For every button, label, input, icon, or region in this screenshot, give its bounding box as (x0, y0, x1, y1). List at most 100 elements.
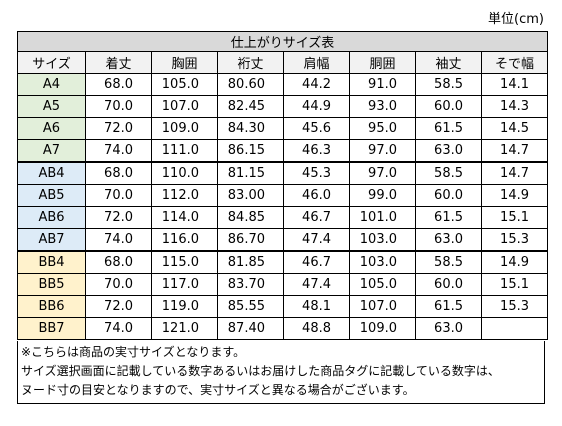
size-cell: BB5 (17, 273, 86, 296)
table-row: BB6 72.0 119.0 85.55 48.1 107.0 61.5 15.3 (17, 295, 548, 318)
value-cell (481, 317, 548, 340)
value-cell: 97.0 (349, 161, 416, 185)
header-length: 着丈 (85, 51, 152, 74)
value-cell: 70.0 (85, 184, 152, 207)
value-cell: 107.0 (349, 295, 416, 318)
table-row: AB4 68.0 110.0 81.15 45.3 97.0 58.5 14.7 (17, 161, 548, 185)
value-cell: 85.55 (217, 295, 284, 318)
value-cell: 97.0 (349, 139, 416, 163)
header-shoulder: 肩幅 (283, 51, 350, 74)
value-cell: 116.0 (151, 228, 218, 252)
table-row: AB6 72.0 114.0 84.85 46.7 101.0 61.5 15.1 (17, 206, 548, 229)
size-cell: AB6 (17, 206, 86, 229)
value-cell: 14.5 (481, 117, 548, 140)
value-cell: 45.3 (283, 161, 350, 185)
table-row: BB4 68.0 115.0 81.85 46.7 103.0 58.5 14.9 (17, 250, 548, 274)
table-row: A5 70.0 107.0 82.45 44.9 93.0 60.0 14.3 (17, 95, 548, 118)
value-cell: 44.9 (283, 95, 350, 118)
value-cell: 107.0 (151, 95, 218, 118)
value-cell: 109.0 (349, 317, 416, 340)
value-cell: 110.0 (151, 161, 218, 185)
table-body: A4 68.0 105.0 80.60 44.2 91.0 58.5 14.1 A5 70.0 10… (17, 73, 548, 340)
header-yuki: 裄丈 (217, 51, 284, 74)
value-cell: 61.5 (415, 206, 482, 229)
value-cell: 15.3 (481, 295, 548, 318)
value-cell: 105.0 (151, 73, 218, 96)
size-cell: A5 (17, 95, 86, 118)
size-cell: BB4 (17, 250, 86, 274)
header-sleeve-width: そで幅 (481, 51, 548, 74)
value-cell: 109.0 (151, 117, 218, 140)
value-cell: 81.15 (217, 161, 284, 185)
table-row: A4 68.0 105.0 80.60 44.2 91.0 58.5 14.1 (17, 73, 548, 96)
value-cell: 115.0 (151, 250, 218, 274)
value-cell: 46.0 (283, 184, 350, 207)
value-cell: 14.7 (481, 139, 548, 163)
value-cell: 91.0 (349, 73, 416, 96)
table-row: A7 74.0 111.0 86.15 46.3 97.0 63.0 14.7 (17, 139, 548, 163)
table-row: AB7 74.0 116.0 86.70 47.4 103.0 63.0 15.3 (17, 228, 548, 252)
value-cell: 68.0 (85, 161, 152, 185)
value-cell: 70.0 (85, 273, 152, 296)
value-cell: 60.0 (415, 184, 482, 207)
value-cell: 47.4 (283, 273, 350, 296)
value-cell: 61.5 (415, 117, 482, 140)
table-row: AB5 70.0 112.0 83.00 46.0 99.0 60.0 14.9 (17, 184, 548, 207)
table-row: A6 72.0 109.0 84.30 45.6 95.0 61.5 14.5 (17, 117, 548, 140)
value-cell: 47.4 (283, 228, 350, 252)
size-cell: AB5 (17, 184, 86, 207)
value-cell: 46.7 (283, 250, 350, 274)
value-cell: 14.9 (481, 184, 548, 207)
table-row: BB5 70.0 117.0 83.70 47.4 105.0 60.0 15.1 (17, 273, 548, 296)
value-cell: 48.1 (283, 295, 350, 318)
value-cell: 74.0 (85, 228, 152, 252)
value-cell: 48.8 (283, 317, 350, 340)
table-title: 仕上がりサイズ表 (17, 31, 548, 52)
value-cell: 46.7 (283, 206, 350, 229)
value-cell: 119.0 (151, 295, 218, 318)
value-cell: 117.0 (151, 273, 218, 296)
value-cell: 14.3 (481, 95, 548, 118)
value-cell: 14.1 (481, 73, 548, 96)
value-cell: 81.85 (217, 250, 284, 274)
size-cell: A4 (17, 73, 86, 96)
value-cell: 45.6 (283, 117, 350, 140)
value-cell: 44.2 (283, 73, 350, 96)
value-cell: 95.0 (349, 117, 416, 140)
note-line: ヌード寸の目安となりますので、実寸サイズと異なる場合がございます。 (21, 383, 415, 397)
value-cell: 15.1 (481, 273, 548, 296)
value-cell: 86.70 (217, 228, 284, 252)
value-cell: 15.1 (481, 206, 548, 229)
header-chest: 胸囲 (151, 51, 218, 74)
size-cell: A7 (17, 139, 86, 163)
value-cell: 61.5 (415, 295, 482, 318)
note-line: サイズ選択画面に記載している数字あるいはお届けした商品タグに記載している数字は、 (21, 364, 500, 378)
value-cell: 83.00 (217, 184, 284, 207)
unit-label: 単位(cm) (488, 12, 544, 27)
value-cell: 84.30 (217, 117, 284, 140)
size-cell: BB7 (17, 317, 86, 340)
value-cell: 93.0 (349, 95, 416, 118)
value-cell: 74.0 (85, 139, 152, 163)
size-table: 仕上がりサイズ表 サイズ 着丈 胸囲 裄丈 肩幅 胴囲 袖丈 そで幅 A4 68.… (17, 31, 548, 340)
value-cell: 63.0 (415, 317, 482, 340)
value-cell: 72.0 (85, 295, 152, 318)
value-cell: 74.0 (85, 317, 152, 340)
value-cell: 14.7 (481, 161, 548, 185)
value-cell: 70.0 (85, 95, 152, 118)
value-cell: 63.0 (415, 228, 482, 252)
value-cell: 58.5 (415, 250, 482, 274)
value-cell: 72.0 (85, 117, 152, 140)
value-cell: 114.0 (151, 206, 218, 229)
size-cell: BB6 (17, 295, 86, 318)
value-cell: 60.0 (415, 95, 482, 118)
size-cell: AB4 (17, 161, 86, 185)
header-size: サイズ (17, 51, 86, 74)
value-cell: 68.0 (85, 73, 152, 96)
value-cell: 111.0 (151, 139, 218, 163)
header-waist: 胴囲 (349, 51, 416, 74)
value-cell: 60.0 (415, 273, 482, 296)
size-cell: AB7 (17, 228, 86, 252)
value-cell: 112.0 (151, 184, 218, 207)
value-cell: 14.9 (481, 250, 548, 274)
